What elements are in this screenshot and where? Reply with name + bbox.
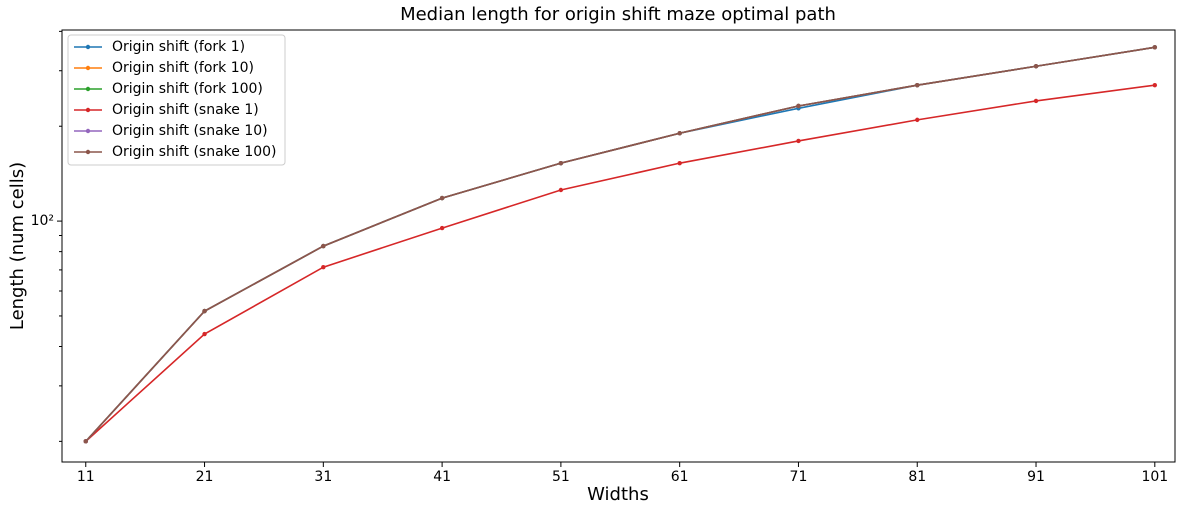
marker xyxy=(439,225,445,231)
legend-marker xyxy=(85,149,91,155)
legend-label: Origin shift (fork 10) xyxy=(112,60,254,76)
marker xyxy=(796,103,801,109)
marker xyxy=(915,82,920,88)
marker xyxy=(202,331,207,337)
legend-marker xyxy=(85,128,91,134)
y-axis-label: Length (num cells) xyxy=(7,162,28,330)
marker xyxy=(796,138,801,144)
chart-title: Median length for origin shift maze opti… xyxy=(400,4,836,25)
marker xyxy=(677,131,682,136)
legend-label: Origin shift (fork 100) xyxy=(112,81,263,97)
x-tick-label: 31 xyxy=(314,469,332,485)
marker xyxy=(1152,82,1158,88)
marker xyxy=(439,195,445,201)
legend-label: Origin shift (snake 100) xyxy=(112,144,277,160)
legend-label: Origin shift (fork 1) xyxy=(112,39,245,55)
x-tick-label: 21 xyxy=(196,469,214,485)
x-tick-label: 61 xyxy=(671,469,689,485)
legend-label: Origin shift (snake 10) xyxy=(112,123,268,139)
marker xyxy=(321,264,326,270)
series xyxy=(83,45,1158,444)
x-tick-label: 41 xyxy=(433,469,451,485)
marker xyxy=(321,243,326,249)
plot-frame xyxy=(61,29,1176,463)
legend-box xyxy=(67,34,286,166)
marker xyxy=(915,117,920,123)
marker xyxy=(558,187,564,193)
x-tick-label: 101 xyxy=(1141,469,1168,485)
marker xyxy=(558,160,564,166)
marker xyxy=(1033,64,1039,69)
marker xyxy=(677,160,682,166)
legend-marker xyxy=(85,86,91,92)
marker xyxy=(1033,98,1039,104)
x-tick-label: 51 xyxy=(552,469,570,485)
x-tick-label: 81 xyxy=(908,469,926,485)
legend-label: Origin shift (snake 1) xyxy=(112,102,259,118)
x-tick-label: 11 xyxy=(77,469,95,485)
legend: Origin shift (fork 1) Origin shift (fork … xyxy=(67,34,286,166)
x-axis-label: Widths xyxy=(587,484,649,505)
x-tick-label: 91 xyxy=(1027,469,1045,485)
legend-marker xyxy=(85,107,91,113)
marker xyxy=(83,439,88,444)
legend-marker xyxy=(85,44,91,50)
legend-marker xyxy=(85,65,91,71)
marker xyxy=(202,308,207,314)
x-tick-label: 71 xyxy=(790,469,808,485)
y-tick-label: 10² xyxy=(31,213,54,229)
line xyxy=(85,84,1155,442)
line xyxy=(85,46,1155,442)
marker xyxy=(1152,45,1158,50)
